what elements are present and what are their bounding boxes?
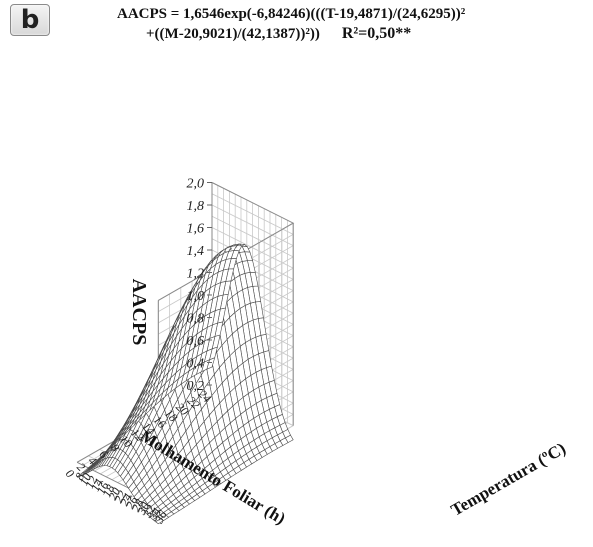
- z-axis-label: AACPS: [128, 279, 150, 346]
- temperature-tick-label: 22: [111, 488, 129, 505]
- z-tick-label: 1,4: [187, 244, 205, 259]
- panel-label-badge: b: [10, 4, 50, 36]
- temperature-tick-label: 16: [94, 479, 112, 496]
- temperature-tick-label: 18: [100, 482, 118, 499]
- temperature-tick-label: 28: [129, 497, 147, 514]
- back-wall-gridline: [211, 238, 294, 280]
- equation-line-2: +((M-20,9021)/(42,1387))²)) R²=0,50**: [146, 25, 593, 43]
- temperature-tick-label: 26: [123, 494, 141, 511]
- temperature-axis-label: Temperatura (ºC): [448, 439, 569, 520]
- z-tick-label: 1,6: [187, 222, 205, 237]
- temperature-tick-label: 8: [72, 470, 87, 482]
- temperature-tick-label: 30: [134, 500, 152, 518]
- back-wall-gridline: [211, 193, 294, 235]
- temperature-tick-label: 14: [88, 477, 106, 494]
- temperature-tick-label: 12: [82, 474, 100, 491]
- z-axis-ticks: 2,0 1,8 1,6 1,4 1,2 1,0 0,8 0,6 0,4 0,2: [187, 177, 212, 394]
- z-tick-label: 1,0: [187, 289, 205, 304]
- z-tick-label: 2,0: [187, 177, 205, 192]
- z-tick-label: 0,4: [187, 357, 205, 372]
- temperature-tick-label: 34: [146, 506, 164, 524]
- r-squared-label: R²=0,50**: [341, 25, 412, 42]
- back-wall-gridline: [211, 227, 294, 269]
- temperature-tick-label: 32: [140, 503, 158, 521]
- equation-line-2-text: +((M-20,9021)/(42,1387))²)): [146, 26, 320, 42]
- temperature-tick-label: 20: [105, 485, 123, 502]
- temperature-tick-label: 36: [151, 508, 169, 526]
- response-surface: [76, 243, 294, 525]
- back-wall-gridline: [211, 204, 294, 246]
- equation-line-1: AACPS = 1,6546exp(-6,84246)(((T-19,4871)…: [117, 6, 466, 22]
- z-tick-label: 1,8: [187, 199, 205, 214]
- z-tick-label: 0,2: [187, 379, 205, 394]
- temperature-tick-label: 10: [76, 471, 94, 488]
- z-tick-label: 0,8: [187, 312, 205, 327]
- z-tick-label: 1,2: [187, 267, 205, 282]
- surface-cell: [76, 471, 86, 478]
- back-wall-gridline: [211, 215, 294, 258]
- z-tick-label: 0,6: [187, 334, 205, 349]
- temperature-tick-label: 24: [117, 491, 135, 508]
